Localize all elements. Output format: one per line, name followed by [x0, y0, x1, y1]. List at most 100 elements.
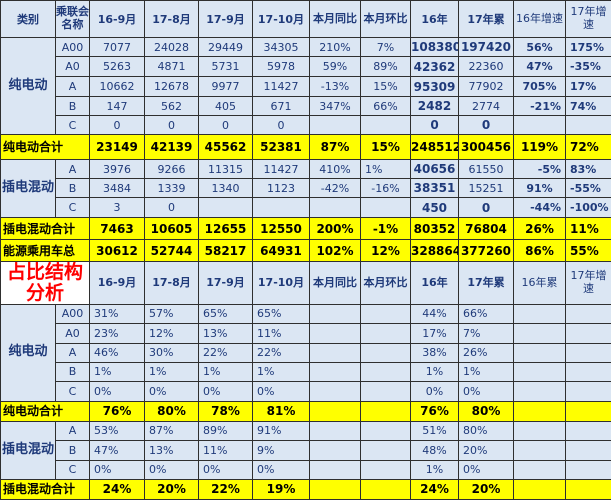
- cell: [514, 421, 566, 440]
- cell: [361, 479, 411, 499]
- cell: [514, 362, 566, 381]
- header-yoy: 本月同比: [310, 1, 361, 38]
- cell: 52381: [253, 135, 310, 160]
- table-row: 纯电动 A00 7077 24028 29449 34305 210% 7% 1…: [1, 38, 611, 57]
- cell: 0: [90, 116, 145, 135]
- header-growth16: 16年增速: [514, 1, 566, 38]
- cell: 64931: [253, 240, 310, 262]
- cell: 0%: [253, 460, 310, 479]
- row-class: B: [56, 440, 90, 460]
- cell: 7463: [90, 218, 145, 240]
- header-row: 类别 乘联会名称 16-9月 17-8月 17-9月 17-10月 本月同比 本…: [1, 1, 611, 38]
- cell: 47%: [90, 440, 145, 460]
- cell: [514, 116, 566, 135]
- cell: 57%: [145, 304, 199, 323]
- cell: 23149: [90, 135, 145, 160]
- bev-total-label: 纯电动合计: [1, 135, 90, 160]
- cell: [566, 362, 611, 381]
- share-header-row: 占比结构分析 16-9月 17-8月 17-9月 17-10月 本月同比 本月环…: [1, 262, 611, 305]
- table-row: 插电混动 A 53% 87% 89% 91% 51% 80%: [1, 421, 611, 440]
- cell: 45562: [199, 135, 253, 160]
- cell: 87%: [145, 421, 199, 440]
- cell: 80%: [459, 421, 514, 440]
- cell: 24%: [411, 479, 459, 499]
- cell: [514, 440, 566, 460]
- cell: 34305: [253, 38, 310, 57]
- cell: 55%: [566, 240, 611, 262]
- cell: 10605: [145, 218, 199, 240]
- share-header-g16: 16年累: [514, 262, 566, 305]
- cell: [310, 116, 361, 135]
- cell: 0: [145, 198, 199, 218]
- cell: 0: [459, 116, 514, 135]
- cell: [566, 479, 611, 499]
- cell: [361, 198, 411, 218]
- cell: 12655: [199, 218, 253, 240]
- cell: 11%: [253, 323, 310, 343]
- cell: [514, 401, 566, 421]
- cell: 300456: [459, 135, 514, 160]
- cell: 17%: [411, 323, 459, 343]
- cell: -13%: [310, 77, 361, 97]
- row-class: A: [56, 421, 90, 440]
- table-row: A 10662 12678 9977 11427 -13% 15% 95309 …: [1, 77, 611, 97]
- cell: 562: [145, 97, 199, 116]
- row-class: A0: [56, 323, 90, 343]
- cell: -55%: [566, 179, 611, 198]
- cell: 42139: [145, 135, 199, 160]
- table-row: A0 23% 12% 13% 11% 17% 7%: [1, 323, 611, 343]
- cell: [514, 381, 566, 401]
- cell: 65%: [199, 304, 253, 323]
- cell: 86%: [514, 240, 566, 262]
- cell: 12%: [361, 240, 411, 262]
- share-bev-total-label: 纯电动合计: [1, 401, 90, 421]
- cell: [310, 401, 361, 421]
- cell: 30%: [145, 343, 199, 362]
- row-class: C: [56, 198, 90, 218]
- cell: 23%: [90, 323, 145, 343]
- group-phev: 插电混动: [1, 160, 56, 218]
- cell: 0: [145, 116, 199, 135]
- row-class: C: [56, 460, 90, 479]
- cell: 248512: [411, 135, 459, 160]
- cell: 0%: [199, 381, 253, 401]
- table-row: C 0 0 0 0 0 0: [1, 116, 611, 135]
- cell: [566, 381, 611, 401]
- cell: [310, 381, 361, 401]
- header-m1708: 17-8月: [145, 1, 199, 38]
- cell: [566, 421, 611, 440]
- cell: 197420: [459, 38, 514, 57]
- cell: 20%: [459, 479, 514, 499]
- cell: 147: [90, 97, 145, 116]
- table-row: B 1% 1% 1% 1% 1% 1%: [1, 362, 611, 381]
- cell: 91%: [514, 179, 566, 198]
- cell: 40656: [411, 160, 459, 179]
- cell: [310, 304, 361, 323]
- cell: 1123: [253, 179, 310, 198]
- row-class: A00: [56, 304, 90, 323]
- share-title: 占比结构分析: [1, 262, 90, 305]
- header-assoc: 乘联会名称: [56, 1, 90, 38]
- cell: 72%: [566, 135, 611, 160]
- cell: [310, 460, 361, 479]
- cell: 3976: [90, 160, 145, 179]
- cell: 9%: [253, 440, 310, 460]
- cell: 15%: [361, 77, 411, 97]
- cell: -35%: [566, 57, 611, 77]
- cell: 1339: [145, 179, 199, 198]
- cell: 119%: [514, 135, 566, 160]
- cell: [310, 479, 361, 499]
- cell: 11315: [199, 160, 253, 179]
- cell: [566, 304, 611, 323]
- share-header-y17: 17年累: [459, 262, 514, 305]
- cell: 22%: [199, 343, 253, 362]
- cell: 11%: [566, 218, 611, 240]
- cell: 22%: [199, 479, 253, 499]
- cell: 77902: [459, 77, 514, 97]
- cell: 0: [411, 116, 459, 135]
- cell: [566, 116, 611, 135]
- cell: [361, 440, 411, 460]
- row-class: C: [56, 116, 90, 135]
- cell: 24%: [90, 479, 145, 499]
- cell: 671: [253, 97, 310, 116]
